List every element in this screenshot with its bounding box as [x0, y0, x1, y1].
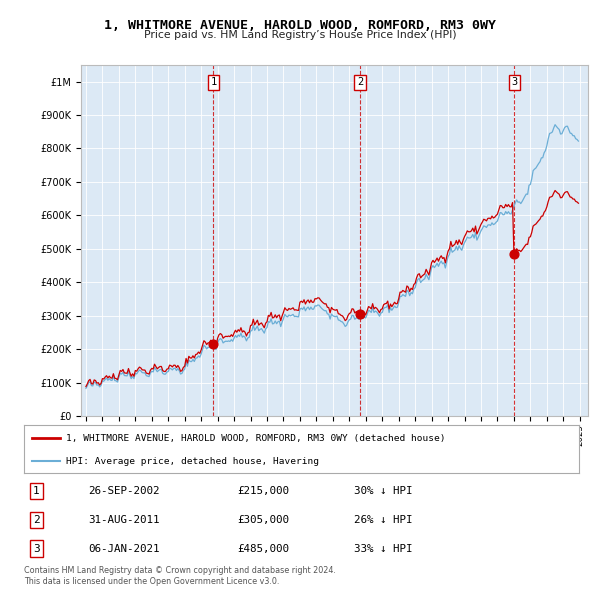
- Text: 1, WHITMORE AVENUE, HAROLD WOOD, ROMFORD, RM3 0WY (detached house): 1, WHITMORE AVENUE, HAROLD WOOD, ROMFORD…: [65, 434, 445, 443]
- Text: 30% ↓ HPI: 30% ↓ HPI: [354, 486, 413, 496]
- Text: £215,000: £215,000: [238, 486, 290, 496]
- Text: HPI: Average price, detached house, Havering: HPI: Average price, detached house, Have…: [65, 457, 319, 466]
- Text: 06-JAN-2021: 06-JAN-2021: [88, 543, 160, 553]
- Text: 3: 3: [511, 77, 517, 87]
- Text: Contains HM Land Registry data © Crown copyright and database right 2024.
This d: Contains HM Land Registry data © Crown c…: [24, 566, 336, 586]
- Text: 1: 1: [210, 77, 217, 87]
- Text: 2: 2: [357, 77, 364, 87]
- Text: 1, WHITMORE AVENUE, HAROLD WOOD, ROMFORD, RM3 0WY: 1, WHITMORE AVENUE, HAROLD WOOD, ROMFORD…: [104, 19, 496, 32]
- Text: 31-AUG-2011: 31-AUG-2011: [88, 515, 160, 525]
- Text: £305,000: £305,000: [238, 515, 290, 525]
- Text: 26-SEP-2002: 26-SEP-2002: [88, 486, 160, 496]
- Text: 33% ↓ HPI: 33% ↓ HPI: [354, 543, 413, 553]
- Text: 26% ↓ HPI: 26% ↓ HPI: [354, 515, 413, 525]
- Text: Price paid vs. HM Land Registry’s House Price Index (HPI): Price paid vs. HM Land Registry’s House …: [143, 30, 457, 40]
- Text: 1: 1: [33, 486, 40, 496]
- Text: 3: 3: [33, 543, 40, 553]
- Point: [509, 249, 519, 258]
- Point: [209, 339, 218, 349]
- Point: [355, 309, 365, 319]
- Text: 2: 2: [33, 515, 40, 525]
- Text: £485,000: £485,000: [238, 543, 290, 553]
